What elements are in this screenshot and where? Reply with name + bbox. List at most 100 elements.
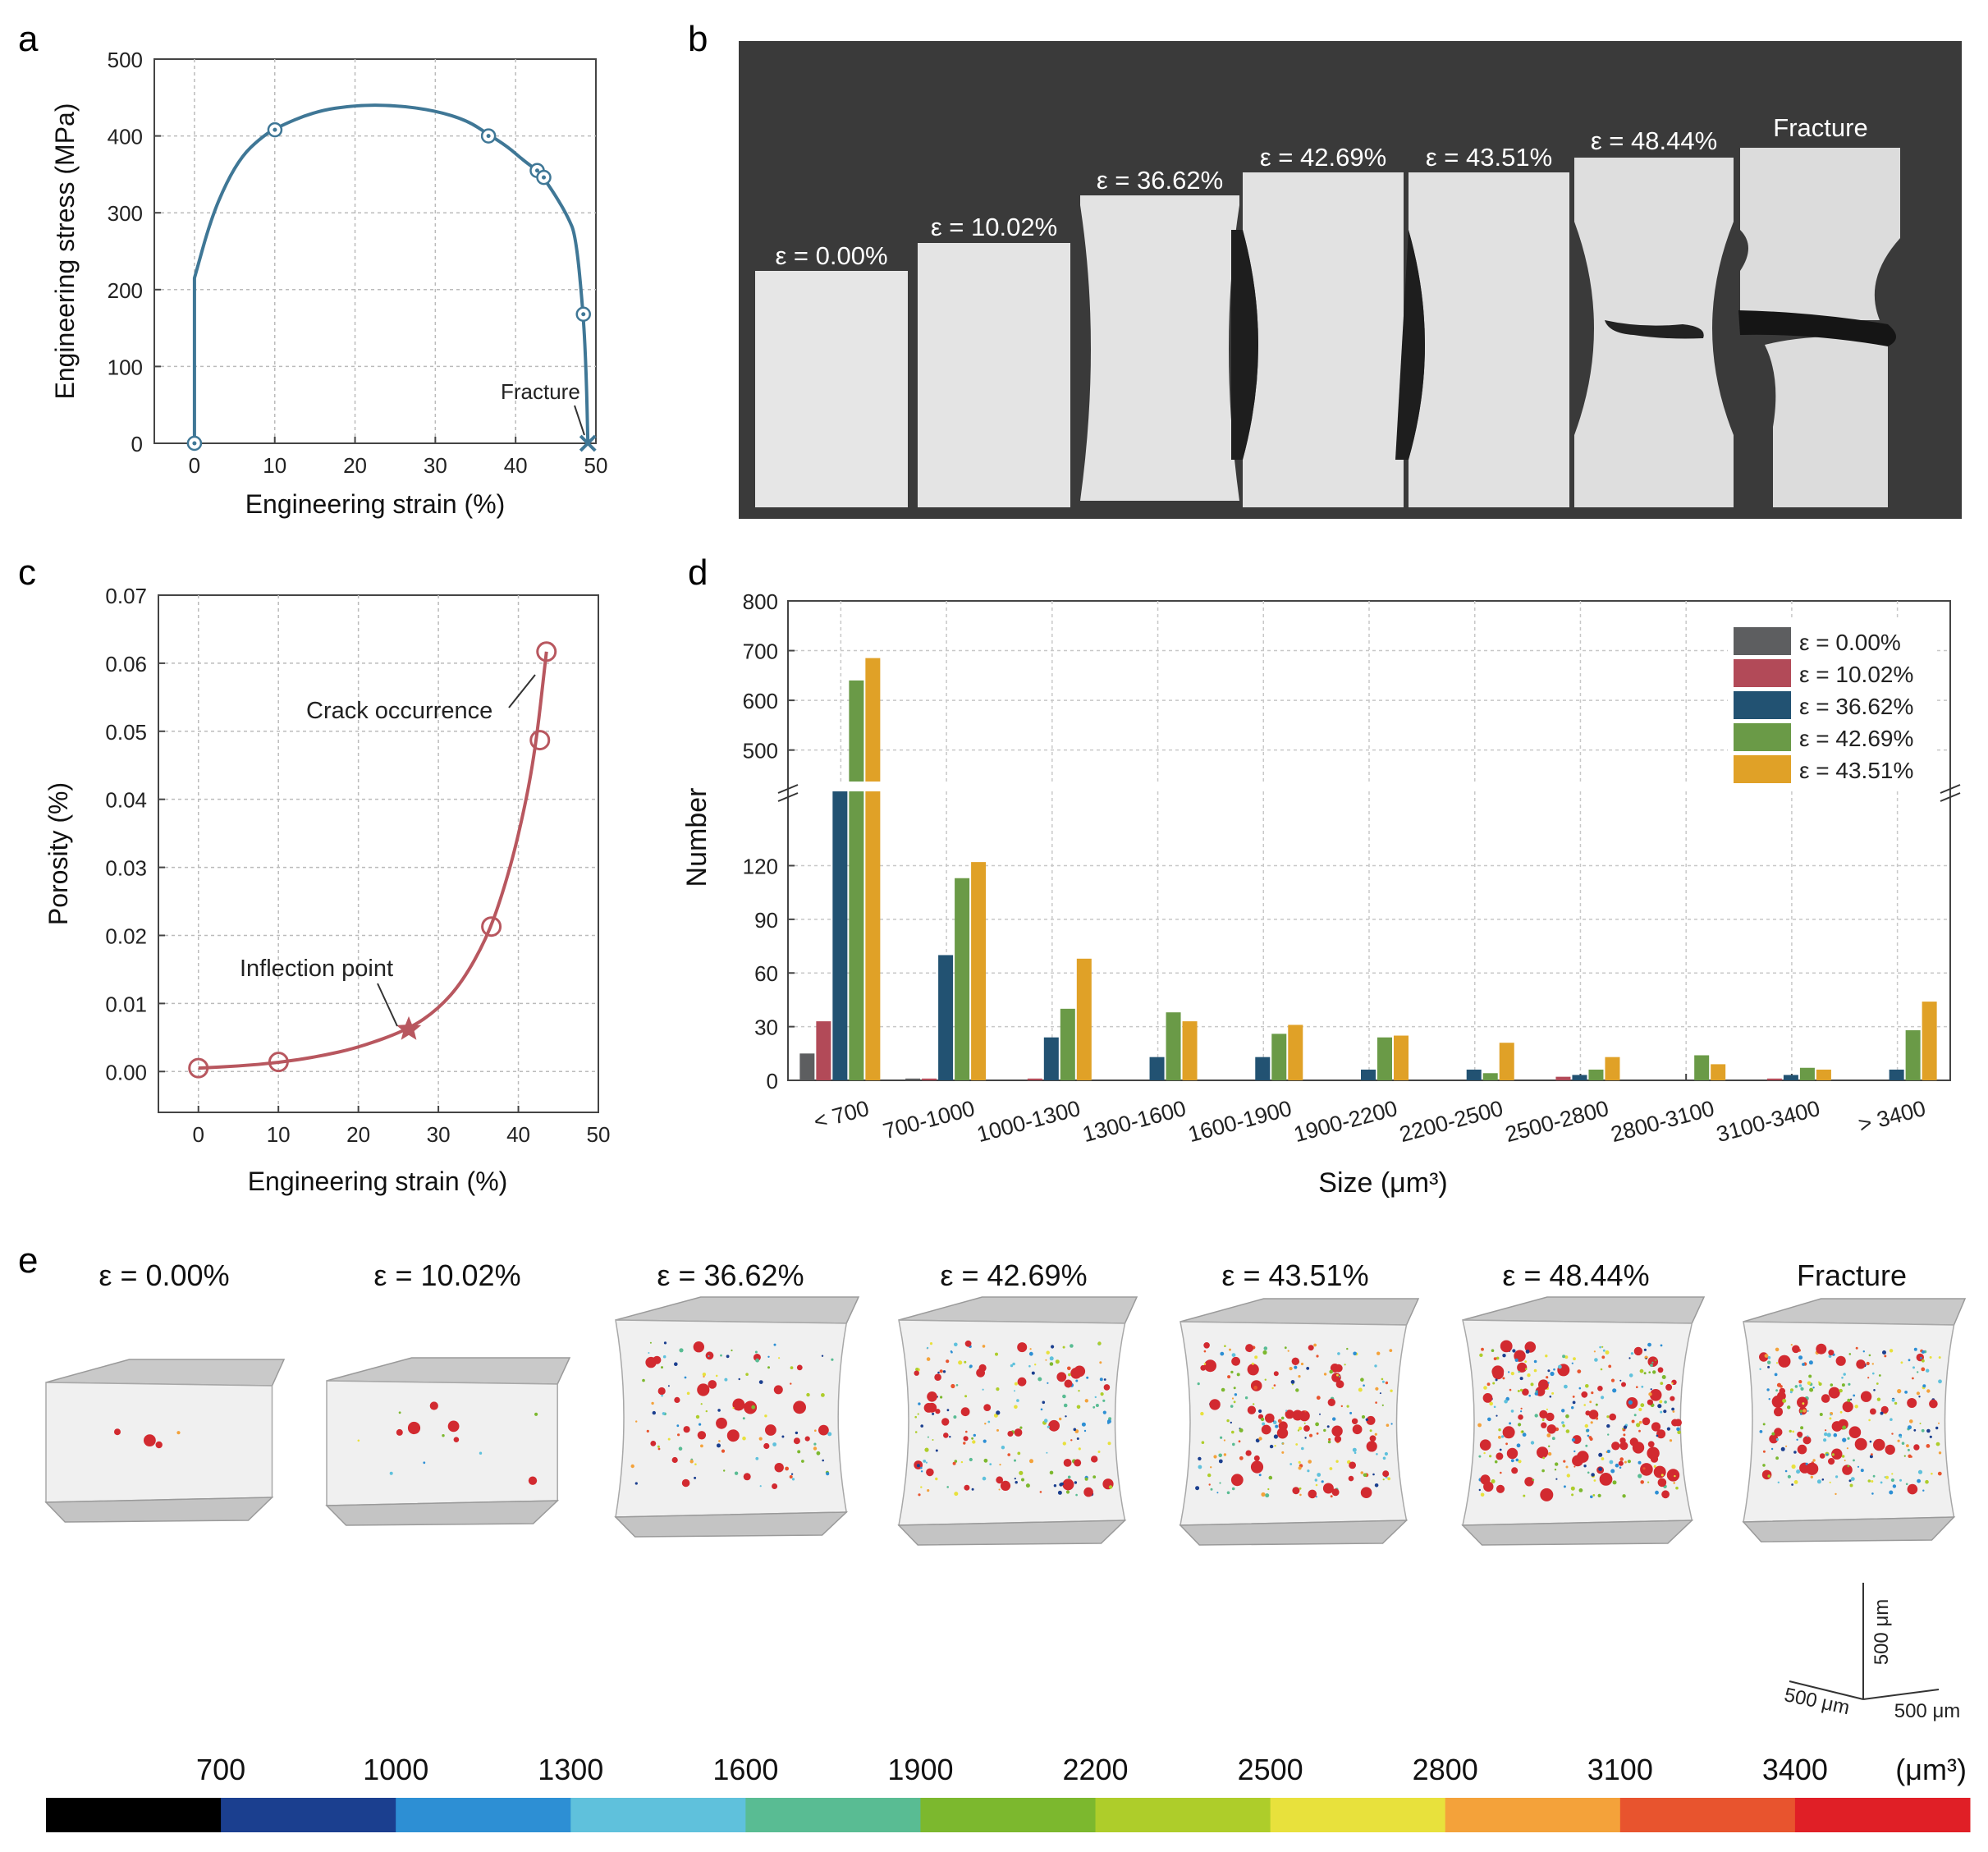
pore: [1316, 1496, 1317, 1498]
pore: [1197, 1382, 1200, 1386]
pore: [1292, 1487, 1300, 1495]
pore: [1935, 1426, 1939, 1430]
pore: [1677, 1430, 1681, 1434]
pore: [1841, 1383, 1845, 1387]
pore: [1907, 1483, 1918, 1495]
legend-swatch: [1734, 627, 1791, 655]
pore: [1921, 1367, 1926, 1372]
pore: [1767, 1474, 1770, 1478]
pore: [1097, 1341, 1102, 1345]
pore: [642, 1378, 645, 1382]
pore: [1868, 1354, 1871, 1357]
y-tick-label: 300: [108, 201, 143, 226]
pore: [1319, 1413, 1321, 1415]
pore: [1800, 1413, 1802, 1415]
pore: [657, 1445, 660, 1448]
legend-swatch: [1734, 659, 1791, 687]
pore: [1207, 1473, 1212, 1478]
rendering-label: ε = 10.02%: [373, 1258, 520, 1292]
pore: [983, 1439, 987, 1443]
pore: [1046, 1350, 1050, 1355]
pore: [1641, 1385, 1644, 1388]
pore: [1074, 1365, 1086, 1378]
y-tick-label: 30: [754, 1015, 778, 1040]
pore: [1808, 1374, 1812, 1378]
pore: [657, 1387, 666, 1396]
pore: [667, 1385, 670, 1387]
pore: [726, 1355, 730, 1359]
box-top: [326, 1357, 571, 1385]
pore: [1301, 1446, 1304, 1451]
pore: [1583, 1465, 1587, 1468]
pore: [1264, 1378, 1267, 1381]
pore: [1374, 1364, 1377, 1368]
pore: [1856, 1359, 1866, 1369]
specimen-label: ε = 42.69%: [1260, 143, 1386, 172]
pore: [1828, 1350, 1835, 1356]
pore: [1636, 1386, 1638, 1388]
pore: [1770, 1447, 1774, 1451]
legend-label: ε = 42.69%: [1799, 726, 1913, 751]
pore: [1510, 1372, 1514, 1376]
pore: [1382, 1456, 1386, 1460]
pore: [998, 1488, 1001, 1491]
pore: [1040, 1408, 1043, 1411]
pore: [1917, 1478, 1922, 1483]
pore: [1219, 1482, 1221, 1484]
pore: [1639, 1368, 1644, 1373]
pore: [1890, 1478, 1894, 1483]
pore: [1496, 1484, 1505, 1493]
pore: [1232, 1442, 1235, 1446]
pore: [1327, 1440, 1331, 1444]
pore: [1344, 1364, 1346, 1366]
pore: [1491, 1365, 1505, 1378]
legend-label: ε = 10.02%: [1799, 662, 1913, 687]
colorbar-tick-label: 3400: [1762, 1753, 1828, 1786]
bar: [1482, 1073, 1498, 1080]
pore: [916, 1464, 920, 1468]
pore: [1584, 1423, 1589, 1428]
pore: [1558, 1364, 1562, 1369]
pore: [1854, 1437, 1867, 1451]
pore: [1261, 1424, 1271, 1435]
pore: [1860, 1391, 1872, 1402]
crack-annotation: Crack occurrence: [306, 698, 492, 724]
pore: [1831, 1421, 1843, 1432]
pore: [1017, 1451, 1021, 1455]
pore: [1295, 1388, 1299, 1392]
pore: [964, 1395, 968, 1398]
bar: [1711, 1064, 1726, 1080]
pore: [423, 1461, 426, 1465]
pore: [969, 1364, 973, 1368]
pore: [1335, 1460, 1339, 1463]
pore: [1200, 1411, 1204, 1416]
pore: [1038, 1377, 1042, 1382]
pore: [732, 1406, 735, 1410]
pore: [1478, 1488, 1482, 1492]
pore: [826, 1472, 830, 1476]
pore: [1017, 1377, 1027, 1387]
pore: [927, 1436, 929, 1438]
pore: [653, 1355, 662, 1364]
pore: [1316, 1396, 1321, 1400]
pore: [1938, 1356, 1941, 1359]
pore: [1315, 1483, 1318, 1487]
pore: [982, 1388, 984, 1391]
pore: [755, 1358, 759, 1363]
pore: [1849, 1483, 1853, 1488]
pore: [744, 1400, 758, 1414]
pore: [989, 1463, 992, 1465]
specimen-label: ε = 10.02%: [931, 213, 1057, 241]
pore: [1019, 1426, 1023, 1429]
bar: [865, 658, 881, 1080]
pore: [684, 1376, 687, 1379]
pore: [1921, 1428, 1925, 1433]
pore: [700, 1444, 703, 1448]
pore: [634, 1482, 638, 1485]
pore: [1541, 1419, 1545, 1421]
pore: [679, 1348, 684, 1353]
pore: [1010, 1364, 1014, 1368]
x-tick-label: 0: [192, 1122, 204, 1147]
pore: [1606, 1449, 1610, 1454]
